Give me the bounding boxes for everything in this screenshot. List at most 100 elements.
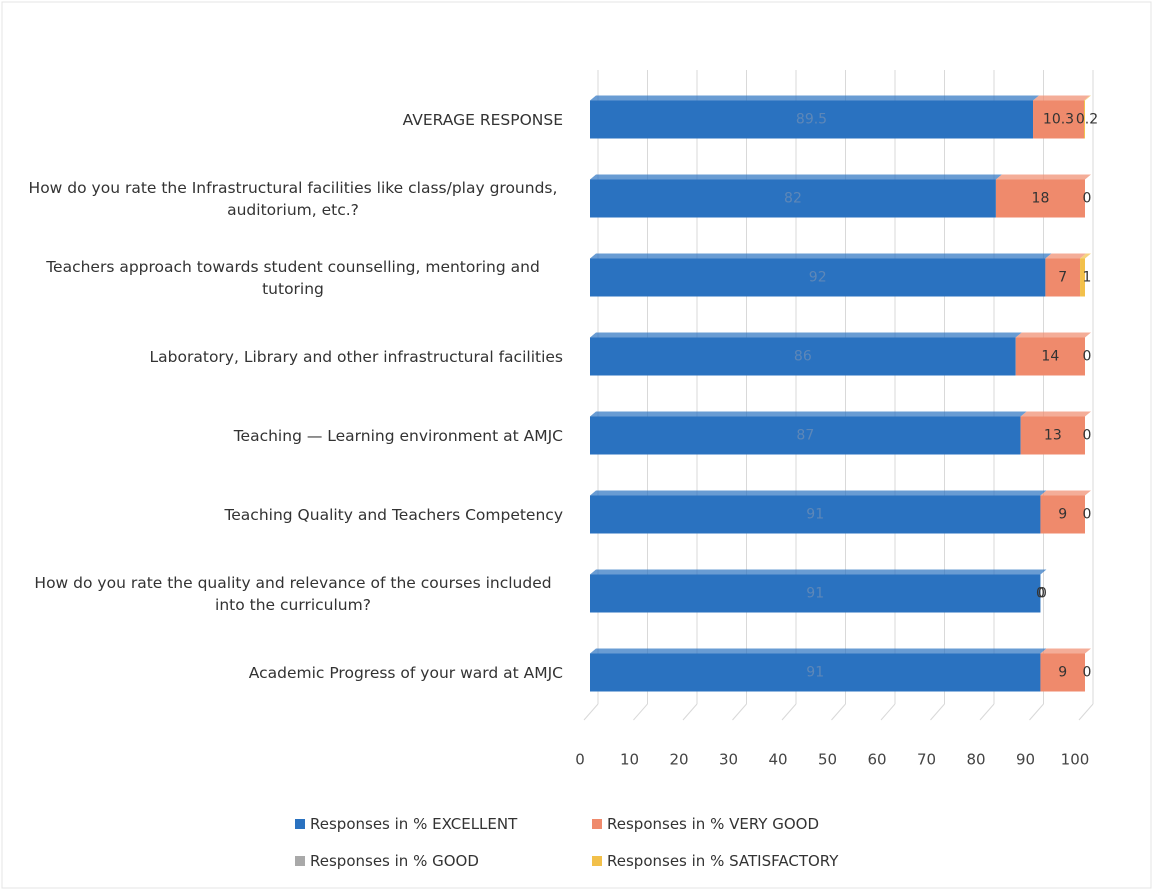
- bar-top: [1045, 253, 1087, 259]
- bar-top: [1040, 648, 1091, 654]
- data-label: 0: [1083, 507, 1092, 523]
- bar: [1015, 337, 1085, 376]
- x-tick-label: 20: [669, 751, 688, 769]
- data-label: 0: [1038, 586, 1047, 602]
- bar: [590, 179, 996, 218]
- x-tick-label: 100: [1061, 751, 1090, 769]
- legend-swatch: [592, 819, 602, 829]
- x-tick-label: 40: [768, 751, 787, 769]
- data-label: 18: [1032, 191, 1050, 207]
- data-label: 86: [794, 349, 812, 365]
- data-label: 10.3: [1043, 112, 1074, 128]
- x-tick-label: 60: [867, 751, 886, 769]
- data-label: 0.2: [1076, 112, 1098, 128]
- bar: [1040, 495, 1085, 534]
- bar: [1040, 653, 1085, 692]
- grid-line-3d: [880, 703, 896, 721]
- bar-top: [1015, 332, 1091, 338]
- grid-line-3d: [1029, 703, 1044, 721]
- data-label: 91: [806, 586, 824, 602]
- bar-top: [590, 253, 1052, 259]
- bar: [995, 179, 1085, 218]
- bar: [1080, 258, 1085, 297]
- data-label: 13: [1044, 428, 1062, 444]
- x-tick-label: 10: [620, 751, 639, 769]
- data-label: 7: [1058, 270, 1067, 286]
- data-label: 1: [1083, 270, 1092, 286]
- y-tick-label: Teaching — Learning environment at AMJC: [233, 426, 563, 445]
- data-label: 14: [1041, 349, 1059, 365]
- bar: [590, 416, 1021, 455]
- y-tick-label: Laboratory, Library and other infrastruc…: [149, 347, 563, 366]
- data-label: 82: [784, 191, 802, 207]
- y-tick-label: Academic Progress of your ward at AMJC: [248, 663, 563, 682]
- x-tick-label: 80: [966, 751, 985, 769]
- bar-top: [590, 332, 1022, 338]
- legend-label: Responses in % GOOD: [310, 852, 479, 870]
- x-tick-label: 0: [575, 751, 585, 769]
- bar: [1084, 100, 1085, 139]
- legend-item: Responses in % SATISFACTORY: [592, 852, 838, 870]
- y-tick-label: Teachers approach towards student counse…: [46, 257, 540, 298]
- x-tick-label: 90: [1016, 751, 1035, 769]
- bar: [590, 495, 1041, 534]
- bar: [1020, 416, 1085, 455]
- bar: [1045, 258, 1081, 297]
- y-tick-label: AVERAGE RESPONSE: [402, 110, 563, 129]
- legend-swatch: [295, 819, 305, 829]
- legend-label: Responses in % SATISFACTORY: [607, 852, 839, 870]
- legend-item: Responses in % GOOD: [295, 852, 479, 870]
- data-label: 91: [806, 665, 824, 681]
- data-label: 0: [1083, 191, 1092, 207]
- x-tick-label: 30: [719, 751, 738, 769]
- bar-top: [1080, 253, 1091, 259]
- data-label: 0: [1083, 349, 1092, 365]
- bar: [590, 337, 1016, 376]
- grid-line-3d: [1078, 703, 1094, 721]
- bar: [1033, 100, 1085, 139]
- legend-swatch: [592, 856, 602, 866]
- bar: [590, 100, 1034, 139]
- bar-top: [590, 490, 1047, 496]
- bar-top: [590, 411, 1027, 417]
- legend-label: Responses in % VERY GOOD: [607, 815, 820, 833]
- grid-line-3d: [781, 703, 797, 721]
- bar-top: [1084, 95, 1091, 101]
- bar: [590, 258, 1046, 297]
- data-label: 0: [1083, 428, 1092, 444]
- data-label: 9: [1058, 507, 1067, 523]
- data-label: 89.5: [796, 112, 827, 128]
- grid-line-3d: [682, 703, 698, 721]
- bar-top: [1040, 490, 1091, 496]
- y-tick-label: Teaching Quality and Teachers Competency: [224, 505, 563, 524]
- data-label: 0: [1036, 586, 1045, 602]
- x-tick-label: 70: [917, 751, 936, 769]
- x-tick-label: 50: [818, 751, 837, 769]
- bar: [590, 574, 1041, 613]
- grid-line-3d: [583, 703, 599, 721]
- bar-top: [1020, 411, 1091, 417]
- bar-top: [590, 648, 1047, 654]
- grid-line-3d: [633, 703, 648, 721]
- data-label: 9: [1058, 665, 1067, 681]
- grid-line-3d: [930, 703, 945, 721]
- bar-top: [590, 174, 1002, 180]
- y-tick-label: How do you rate the Infrastructural faci…: [28, 178, 558, 219]
- legend-item: Responses in % VERY GOOD: [592, 815, 819, 833]
- grid-line-3d: [831, 703, 846, 721]
- bar-top: [995, 174, 1091, 180]
- legend-label: Responses in % EXCELLENT: [310, 815, 518, 833]
- bar: [590, 653, 1041, 692]
- data-label: 91: [806, 507, 824, 523]
- y-tick-label: How do you rate the quality and relevanc…: [34, 573, 552, 614]
- data-label: 87: [796, 428, 814, 444]
- data-label: 92: [809, 270, 827, 286]
- grid-line-3d: [732, 703, 747, 721]
- data-label: 0: [1083, 665, 1092, 681]
- bar-top: [590, 95, 1040, 101]
- legend-swatch: [295, 856, 305, 866]
- bar-top: [590, 569, 1047, 575]
